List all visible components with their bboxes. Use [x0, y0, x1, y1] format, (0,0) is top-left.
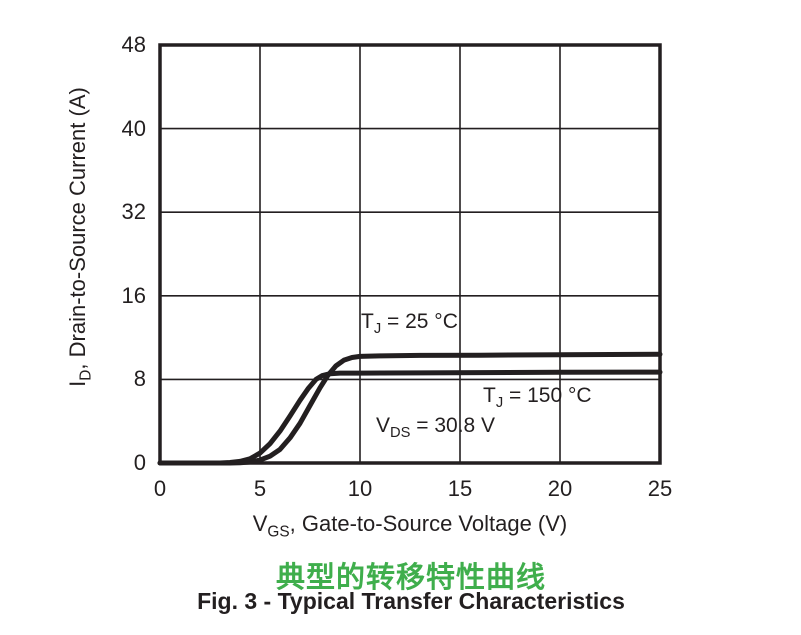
annotation-tj-150c: TJ = 150 °C [483, 384, 592, 412]
x-tick-label: 15 [447, 476, 473, 501]
y-tick-label: 32 [121, 199, 146, 225]
x-axis-title: VGS, Gate-to-Source Voltage (V) [252, 511, 568, 541]
figure-caption: Fig. 3 - Typical Transfer Characteristic… [197, 588, 625, 614]
y-tick-label: 48 [121, 32, 146, 57]
y-tick-label: 40 [121, 115, 146, 141]
plot-frame [158, 43, 662, 465]
x-tick-label: 10 [347, 476, 373, 501]
subscript: D [77, 369, 95, 381]
y-tick-label: 8 [133, 366, 146, 392]
y-tick-label: 0 [133, 450, 146, 475]
x-tick-label: 25 [647, 476, 673, 501]
annotation-vds: VDS = 30.8 V [376, 414, 496, 442]
x-tick-label: 5 [253, 476, 267, 501]
annotation-tj-25c: TJ = 25 °C [361, 310, 458, 338]
subscript: J [373, 321, 382, 338]
y-tick-label: 16 [121, 282, 146, 308]
x-tick-label: 20 [547, 476, 573, 501]
chinese-title: 典型的转移特性曲线 [275, 562, 546, 594]
curve-tj-25-c [157, 351, 663, 466]
curve-tj-150-c [157, 369, 663, 466]
subscript: J [495, 395, 504, 412]
subscript: GS [267, 523, 290, 541]
y-axis-title: ID, Drain-to-Source Current (A) [65, 87, 95, 387]
x-tick-label: 0 [153, 476, 167, 501]
subscript: DS [390, 425, 411, 442]
